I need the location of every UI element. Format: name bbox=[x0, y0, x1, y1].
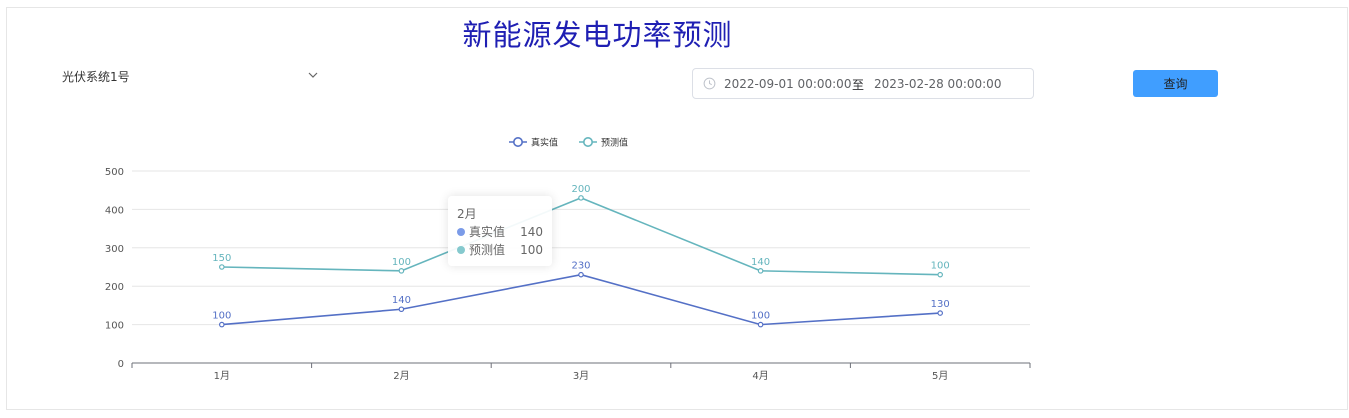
data-label: 140 bbox=[392, 295, 411, 306]
y-tick-label: 0 bbox=[118, 359, 124, 370]
tooltip-forecast-marker bbox=[457, 246, 465, 254]
data-label: 200 bbox=[571, 184, 590, 195]
data-point bbox=[578, 271, 584, 278]
data-point bbox=[398, 268, 405, 274]
data-point bbox=[578, 195, 584, 201]
y-tick-label: 400 bbox=[105, 205, 124, 216]
data-label: 100 bbox=[751, 311, 770, 322]
data-label: 130 bbox=[931, 299, 950, 310]
system-select[interactable]: 光伏系统1号 bbox=[62, 64, 324, 88]
y-tick-label: 300 bbox=[105, 244, 124, 255]
tooltip-forecast-name: 预测值 bbox=[469, 243, 506, 257]
chevron-down-icon bbox=[308, 72, 318, 78]
x-tick-label: 5月 bbox=[932, 370, 948, 382]
data-label: 100 bbox=[212, 311, 231, 322]
data-label: 150 bbox=[212, 253, 231, 264]
data-point bbox=[937, 271, 944, 278]
legend-label: 预测值 bbox=[601, 137, 628, 149]
x-tick-label: 1月 bbox=[214, 370, 230, 382]
date-range-separator: 至 bbox=[852, 78, 865, 92]
y-tick-label: 100 bbox=[105, 321, 124, 332]
y-tick-label: 200 bbox=[105, 282, 124, 293]
x-tick-label: 4月 bbox=[752, 370, 768, 382]
date-range-picker[interactable]: 2022-09-01 00:00:00 至 2023-02-28 00:00:0… bbox=[692, 68, 1034, 99]
chart-tooltip: 2月 真实值 140 预测值 100 bbox=[448, 196, 552, 266]
data-point bbox=[757, 321, 764, 328]
legend-label: 真实值 bbox=[531, 137, 558, 149]
data-label: 140 bbox=[751, 257, 770, 268]
data-label: 230 bbox=[571, 261, 590, 272]
tooltip-real-value: 140 bbox=[520, 225, 543, 239]
tooltip-category: 2月 bbox=[457, 207, 477, 221]
data-point bbox=[398, 306, 405, 313]
legend-marker-icon bbox=[582, 137, 593, 148]
x-tick-label: 3月 bbox=[573, 370, 589, 382]
clock-icon bbox=[703, 77, 716, 90]
tooltip-row-forecast: 预测值 100 bbox=[457, 241, 543, 259]
date-start-input[interactable]: 2022-09-01 00:00:00 bbox=[724, 77, 852, 91]
page-title: 新能源发电功率预测 bbox=[462, 18, 733, 52]
series-line-real bbox=[221, 273, 941, 326]
data-label: 100 bbox=[931, 261, 950, 272]
query-button[interactable]: 查询 bbox=[1133, 70, 1218, 97]
data-point bbox=[757, 268, 764, 274]
tooltip-real-name: 真实值 bbox=[469, 225, 506, 239]
system-select-value: 光伏系统1号 bbox=[62, 70, 130, 84]
y-tick-label: 500 bbox=[105, 167, 124, 178]
page-frame bbox=[6, 7, 1348, 410]
date-end-input[interactable]: 2023-02-28 00:00:00 bbox=[874, 77, 1002, 91]
tooltip-row-real: 真实值 140 bbox=[457, 223, 543, 241]
x-tick-label: 2月 bbox=[393, 370, 409, 382]
data-label: 100 bbox=[392, 257, 411, 268]
legend-marker-icon bbox=[512, 137, 523, 148]
tooltip-real-marker bbox=[457, 228, 465, 236]
data-point bbox=[219, 264, 225, 270]
data-point bbox=[219, 321, 225, 328]
data-point bbox=[937, 310, 944, 316]
tooltip-forecast-value: 100 bbox=[520, 243, 543, 257]
